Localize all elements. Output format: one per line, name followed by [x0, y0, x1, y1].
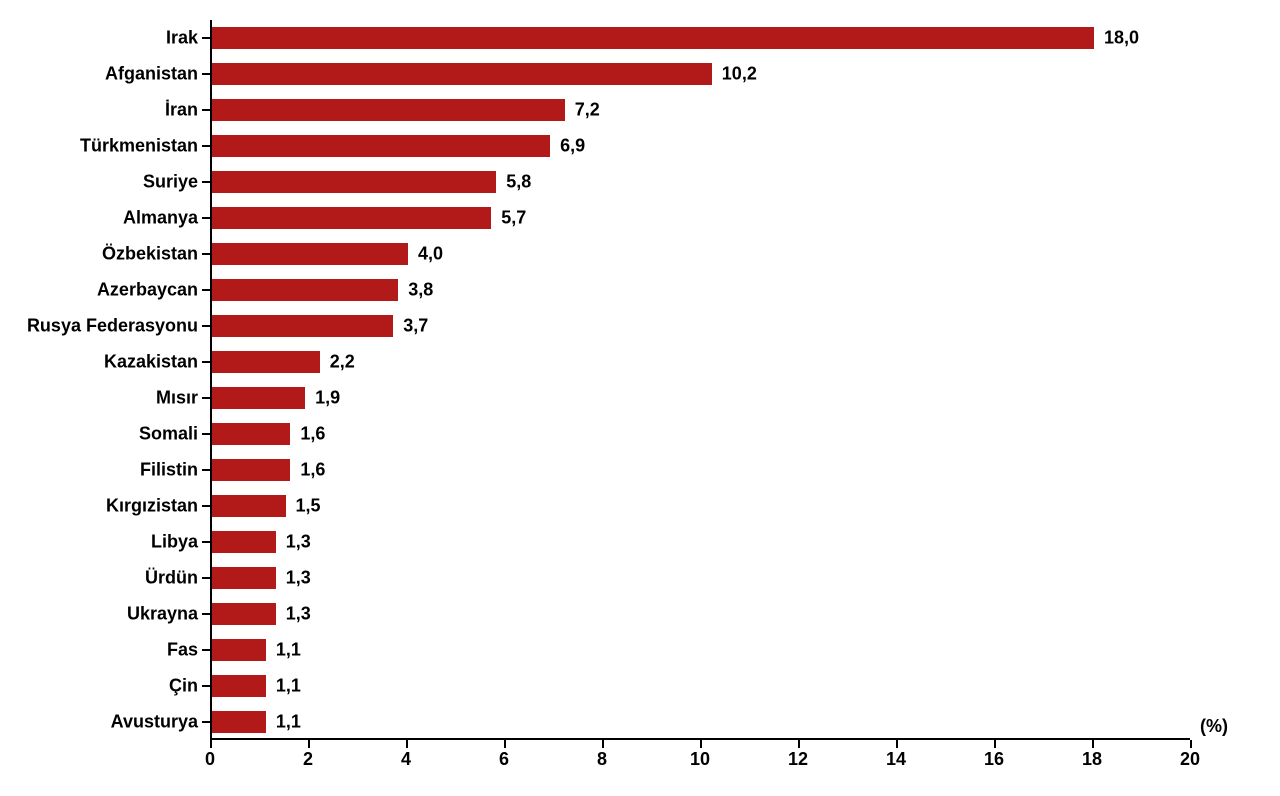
x-tick-label: 16 — [984, 749, 1004, 770]
bar-value-label: 1,3 — [286, 532, 311, 553]
x-tick — [210, 740, 212, 748]
bar — [212, 459, 290, 481]
bar — [212, 603, 276, 625]
x-tick-label: 18 — [1082, 749, 1102, 770]
bar-value-label: 4,0 — [418, 244, 443, 265]
bar-value-label: 3,8 — [408, 280, 433, 301]
category-label: Azerbaycan — [97, 280, 210, 301]
category-label: Çin — [169, 676, 210, 697]
category-label: Kırgızistan — [106, 496, 210, 517]
bar-value-label: 1,9 — [315, 388, 340, 409]
category-label: Özbekistan — [102, 244, 210, 265]
x-tick-label: 6 — [499, 749, 509, 770]
category-label: Suriye — [143, 172, 210, 193]
bar-value-label: 1,1 — [276, 712, 301, 733]
bar-value-label: 1,6 — [300, 460, 325, 481]
x-tick-label: 10 — [690, 749, 710, 770]
bar-value-label: 1,3 — [286, 604, 311, 625]
bar-value-label: 3,7 — [403, 316, 428, 337]
bar — [212, 27, 1094, 49]
bar — [212, 63, 712, 85]
x-tick-label: 12 — [788, 749, 808, 770]
category-label: Afganistan — [105, 64, 210, 85]
y-axis — [210, 20, 212, 740]
x-tick-label: 0 — [205, 749, 215, 770]
bar-value-label: 5,7 — [501, 208, 526, 229]
x-tick — [504, 740, 506, 748]
bar-value-label: 1,5 — [296, 496, 321, 517]
bar-value-label: 1,3 — [286, 568, 311, 589]
bar-value-label: 1,1 — [276, 640, 301, 661]
category-label: Ukrayna — [127, 604, 210, 625]
bar-value-label: 5,8 — [506, 172, 531, 193]
bar — [212, 279, 398, 301]
bar — [212, 135, 550, 157]
bar-value-label: 1,1 — [276, 676, 301, 697]
x-tick — [994, 740, 996, 748]
x-tick-label: 8 — [597, 749, 607, 770]
bar-value-label: 6,9 — [560, 136, 585, 157]
category-label: Ürdün — [145, 568, 210, 589]
category-label: Rusya Federasyonu — [27, 316, 210, 337]
bar — [212, 99, 565, 121]
category-label: Libya — [151, 532, 210, 553]
category-label: Filistin — [140, 460, 210, 481]
bar — [212, 423, 290, 445]
bar-value-label: 18,0 — [1104, 28, 1139, 49]
bar — [212, 387, 305, 409]
bar — [212, 207, 491, 229]
category-label: Almanya — [123, 208, 210, 229]
category-label: Irak — [166, 28, 210, 49]
x-tick — [700, 740, 702, 748]
x-tick-label: 4 — [401, 749, 411, 770]
bar — [212, 243, 408, 265]
x-tick-label: 2 — [303, 749, 313, 770]
chart-container: (%) 0 2 4 6 8 10 12 14 16 18 20 Irak 18,0 Afganistan 1… — [0, 0, 1280, 796]
plot-area: (%) 02468101214161820Irak18,0Afganistan1… — [210, 20, 1190, 740]
bar-value-label: 1,6 — [300, 424, 325, 445]
x-tick — [798, 740, 800, 748]
x-tick-label: 14 — [886, 749, 906, 770]
x-tick — [896, 740, 898, 748]
x-axis-unit-label: (%) — [1200, 716, 1228, 737]
bar — [212, 639, 266, 661]
bar — [212, 171, 496, 193]
category-label: Kazakistan — [104, 352, 210, 373]
category-label: Türkmenistan — [80, 136, 210, 157]
category-label: Avusturya — [111, 712, 210, 733]
category-label: Mısır — [156, 388, 210, 409]
bar — [212, 675, 266, 697]
x-tick — [1092, 740, 1094, 748]
x-tick — [406, 740, 408, 748]
category-label: İran — [165, 100, 210, 121]
x-tick — [602, 740, 604, 748]
bar-value-label: 10,2 — [722, 64, 757, 85]
bar-value-label: 2,2 — [330, 352, 355, 373]
bar — [212, 711, 266, 733]
bar — [212, 495, 286, 517]
bar — [212, 351, 320, 373]
bar — [212, 531, 276, 553]
bar-value-label: 7,2 — [575, 100, 600, 121]
x-tick — [308, 740, 310, 748]
x-tick — [1190, 740, 1192, 748]
bar — [212, 567, 276, 589]
bar — [212, 315, 393, 337]
x-tick-label: 20 — [1180, 749, 1200, 770]
category-label: Somali — [139, 424, 210, 445]
category-label: Fas — [167, 640, 210, 661]
